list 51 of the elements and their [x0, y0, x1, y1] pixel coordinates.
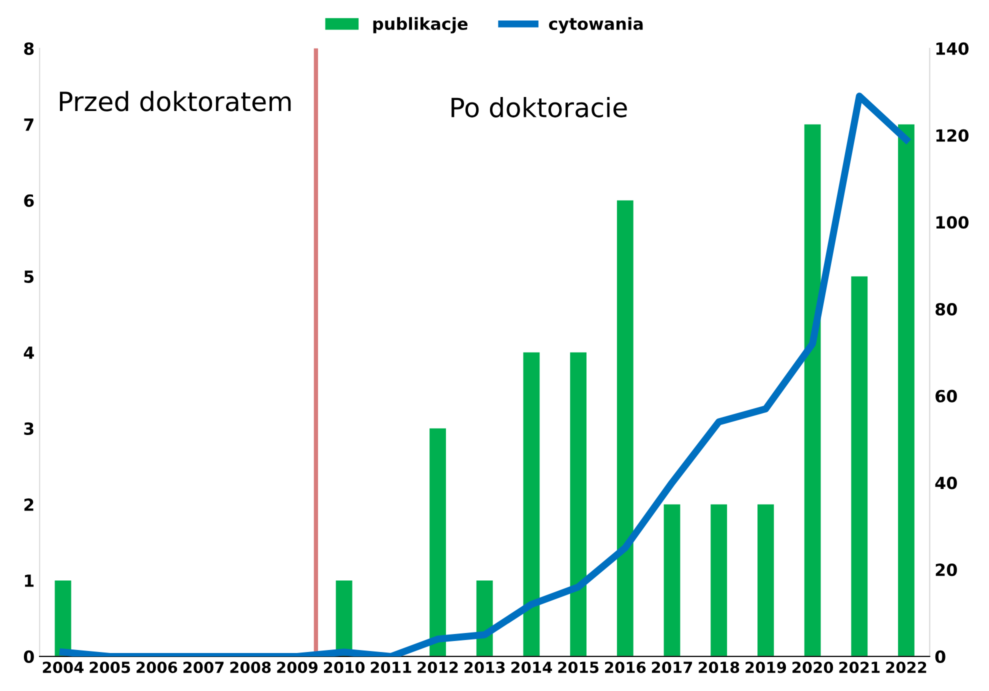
y-tick-label: 5 [24, 270, 34, 283]
x-tick-label: 2010 [324, 662, 365, 674]
y2-tick-label: 100 [936, 216, 969, 229]
annotation: Po doktoracie [452, 97, 627, 118]
x-tick-label: 2007 [183, 662, 224, 674]
y-tick-label: 2 [24, 498, 34, 511]
y2-tick-label: 140 [936, 42, 969, 55]
x-tick-label: 2006 [136, 662, 178, 674]
y-tick-label: 0 [24, 650, 34, 664]
x-tick-label: 2022 [886, 662, 926, 674]
x-tick-label: 2013 [464, 662, 505, 674]
y2-tick-label: 120 [936, 129, 969, 142]
y2-tick-label: 60 [936, 390, 957, 402]
y-tick-label: 8 [24, 42, 34, 55]
bar [430, 428, 446, 656]
y-tick-label: 3 [24, 422, 34, 435]
x-tick-label: 2008 [230, 662, 271, 674]
bar [851, 276, 868, 656]
x-tick-label: 2020 [792, 662, 834, 674]
bar [898, 124, 914, 656]
y2-tick-label: 20 [936, 564, 957, 576]
bar [710, 504, 728, 656]
x-tick-label: 2018 [698, 662, 740, 674]
y-tick-label: 6 [24, 194, 34, 207]
x-tick-label: 2009 [277, 662, 318, 674]
annotation: Przed doktoratem [60, 90, 291, 112]
x-tick-label: 2016 [605, 662, 646, 674]
y-tick-label: 1 [24, 574, 34, 587]
x-tick-label: 2012 [418, 662, 458, 674]
x-tick-label: 2004 [42, 662, 84, 674]
bar [523, 352, 540, 656]
y2-tick-label: 80 [936, 302, 957, 316]
x-tick-label: 2019 [746, 662, 786, 674]
y-tick-label: 4 [24, 346, 34, 359]
legend-label: publikacje [373, 17, 468, 34]
x-tick-label: 2015 [558, 662, 598, 674]
bar [757, 504, 774, 656]
y2-tick-label: 40 [935, 476, 957, 490]
bar [664, 504, 680, 656]
x-tick-label: 2021 [839, 662, 880, 674]
bar [54, 580, 72, 656]
bar [804, 124, 821, 656]
x-tick-label: 2017 [652, 662, 692, 674]
x-tick-label: 2005 [90, 662, 130, 674]
y2-tick-label: 0 [935, 650, 946, 664]
x-tick-label: 2014 [511, 662, 552, 674]
bar [616, 200, 634, 656]
bar [570, 352, 587, 656]
legend-label: cytowania [549, 17, 643, 34]
y-tick-label: 7 [24, 118, 34, 131]
x-tick-label: 2011 [370, 662, 412, 674]
